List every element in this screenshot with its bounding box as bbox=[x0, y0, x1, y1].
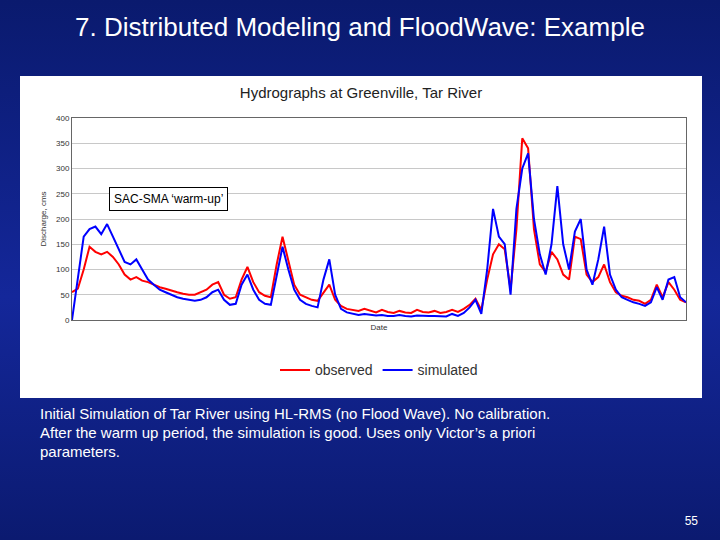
svg-text:250: 250 bbox=[56, 190, 70, 199]
svg-text:0: 0 bbox=[65, 316, 70, 325]
html-text:Initial Simulation of Tar Rive: Initial Simulation of Tar River using HL… bbox=[40, 405, 551, 422]
svg-text:SAC-SMA ‘warm-up’: SAC-SMA ‘warm-up’ bbox=[114, 192, 223, 206]
html-text:7. Distributed Modeling and Fl: 7. Distributed Modeling and FloodWave: E… bbox=[75, 12, 645, 42]
svg-text:400: 400 bbox=[56, 114, 70, 123]
html-text:parameters.: parameters. bbox=[40, 443, 120, 460]
svg-text:simulated: simulated bbox=[418, 362, 478, 378]
svg-text:100: 100 bbox=[56, 265, 70, 274]
svg-text:350: 350 bbox=[56, 139, 70, 148]
html-text:After the warm up period, the: After the warm up period, the simulation… bbox=[40, 424, 536, 441]
svg-text:50: 50 bbox=[60, 291, 69, 300]
svg-text:Date: Date bbox=[371, 323, 388, 332]
html-text:55: 55 bbox=[684, 514, 698, 528]
svg-text:300: 300 bbox=[56, 164, 70, 173]
svg-text:200: 200 bbox=[56, 215, 70, 224]
svg-text:Discharge, cms: Discharge, cms bbox=[39, 191, 48, 246]
svg-text:Hydrographs at Greenville, Tar: Hydrographs at Greenville, Tar River bbox=[240, 84, 482, 101]
svg-text:150: 150 bbox=[56, 240, 70, 249]
svg-text:observed: observed bbox=[315, 362, 373, 378]
